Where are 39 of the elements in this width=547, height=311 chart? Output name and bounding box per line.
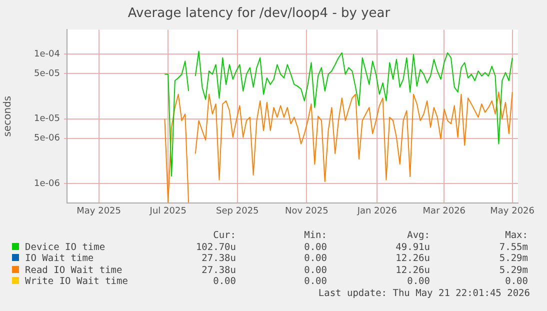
y-axis-title: seconds (2, 96, 14, 137)
text: 27.38u (200, 264, 236, 276)
chart-title: Average latency for /dev/loop4 - by year (128, 6, 391, 22)
text: 5.29m (498, 264, 528, 276)
text: 12.26u (394, 253, 430, 264)
y-tick-label: 1e-04 (34, 50, 60, 60)
text: 12.26u (394, 264, 430, 276)
x-tick-label: May 2026 (490, 206, 535, 217)
text: Cur: (212, 230, 236, 242)
text: 27.38u (200, 253, 236, 264)
text: Avg: (406, 230, 430, 242)
text: 102.70u (194, 242, 236, 253)
text: 0.00 (303, 276, 327, 288)
x-tick-label: Jul 2025 (148, 206, 186, 217)
y-tick-label: 5e-06 (34, 134, 60, 144)
y-tick-label: 1e-06 (34, 178, 60, 189)
x-tick-label: Mar 2026 (422, 206, 466, 217)
y-tick-label: 1e-05 (34, 114, 60, 124)
x-tick-label: Nov 2025 (285, 206, 328, 217)
text: 0.00 (406, 276, 430, 288)
text: 5.29m (498, 253, 528, 264)
text: 0.00 (303, 242, 327, 253)
x-tick-label: Jan 2026 (356, 206, 398, 217)
text: 7.55m (498, 242, 528, 253)
legend-label: Write IO Wait time (24, 276, 129, 288)
text: 0.00 (212, 276, 236, 288)
text: 0.00 (303, 264, 327, 276)
text: Max: (504, 230, 528, 242)
text: Last update: Thu May 21 22:01:45 2026 (317, 288, 530, 300)
text: Min: (303, 230, 327, 242)
text: 49.91u (394, 242, 430, 253)
x-tick-label: Sep 2025 (216, 206, 259, 217)
legend-label: IO Wait time (24, 253, 95, 264)
x-tick-label: May 2025 (76, 206, 121, 217)
y-tick-label: 5e-05 (34, 69, 60, 79)
legend-label: Read IO Wait time (24, 264, 124, 276)
legend-label: Device IO time (24, 242, 106, 253)
text: 0.00 (303, 253, 327, 264)
text: 0.00 (504, 276, 528, 288)
